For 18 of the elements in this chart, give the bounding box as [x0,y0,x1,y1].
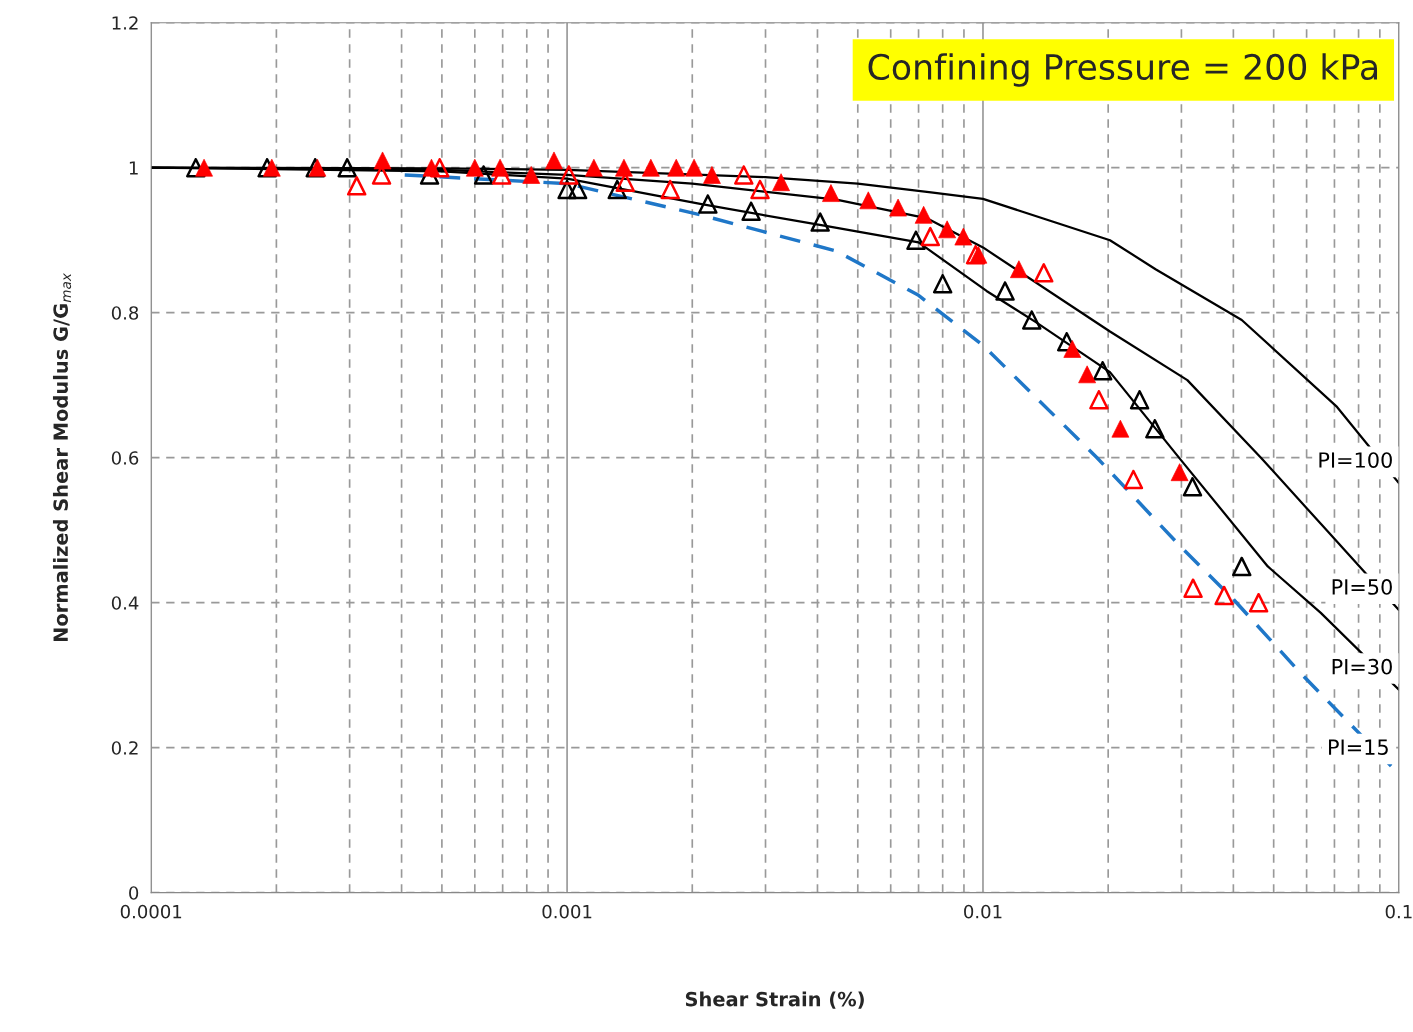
y-tick-label: 1.2 [112,16,138,30]
y-tick-label: 0 [129,886,139,900]
x-tick-label: 0.1 [1385,904,1412,919]
y-tick-label: 0.2 [111,741,138,755]
series-label: PI=30 [1332,658,1392,675]
x-axis-title: Shear Strain (%) [685,991,864,1009]
x-tick-label: 0.001 [542,904,592,919]
y-tick-label: 1 [129,161,138,175]
x-tick-label: 0.0001 [120,904,182,919]
series-label: PI=100 [1319,452,1392,468]
y-tick-label: 0.8 [111,306,139,320]
y-tick-label: 0.4 [111,596,139,610]
x-tick-label: 0.01 [964,904,1002,919]
text: Confining Pressure = 200 kPa [868,53,1378,87]
y-tick-label: 0.6 [111,451,139,465]
series-label: PI=50 [1332,579,1392,595]
series-label: PI=15 [1329,739,1388,756]
y-axis-title: Normalized Shear Modulus G/G$_{max}$ [52,272,72,642]
